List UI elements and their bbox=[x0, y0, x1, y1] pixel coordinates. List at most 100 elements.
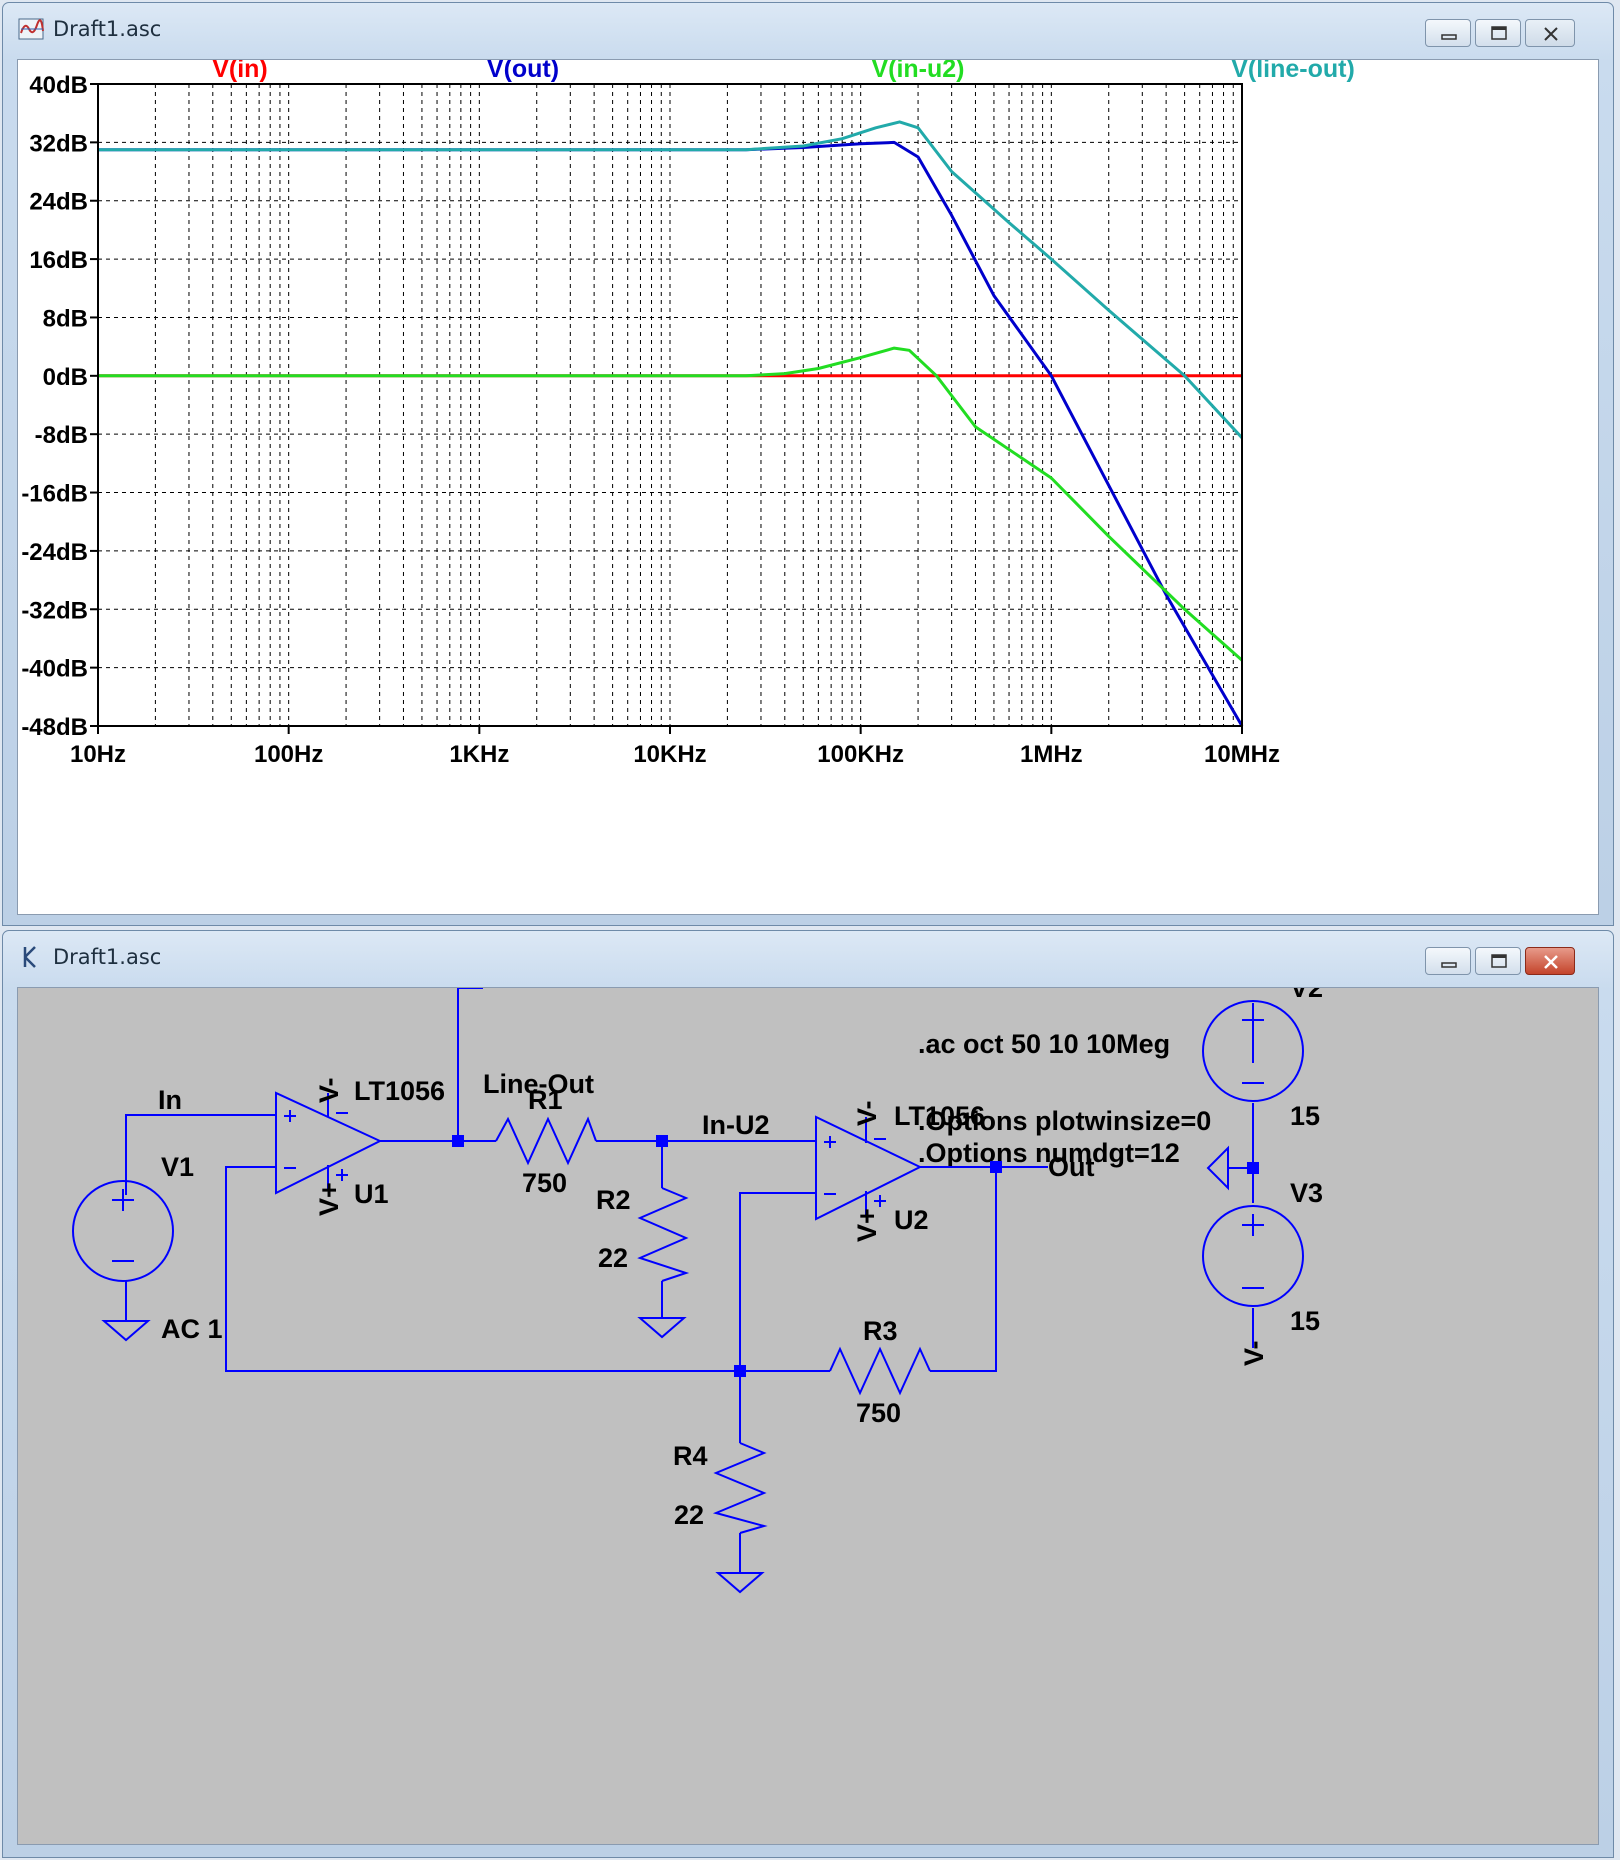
schematic-icon bbox=[23, 946, 36, 968]
v3-name[interactable]: V3 bbox=[1290, 1178, 1323, 1208]
plot-window-title: Draft1.asc bbox=[53, 17, 162, 41]
u1-name[interactable]: U1 bbox=[354, 1179, 389, 1209]
r2-name[interactable]: R2 bbox=[596, 1185, 631, 1215]
minimize-button[interactable] bbox=[1425, 947, 1471, 975]
legend-label[interactable]: V(line-out) bbox=[1231, 55, 1355, 83]
u1-model[interactable]: LT1056 bbox=[354, 1076, 445, 1106]
directive-plotwinsize[interactable]: .Options plotwinsize=0 bbox=[918, 1106, 1211, 1136]
x-tick-label: 100Hz bbox=[254, 741, 323, 768]
v2-name[interactable]: V2 bbox=[1290, 973, 1323, 1003]
x-tick-label: 1KHz bbox=[449, 741, 509, 768]
waveform-icon bbox=[18, 18, 44, 40]
v1-name[interactable]: V1 bbox=[161, 1152, 194, 1182]
u2-plus-sign bbox=[824, 1136, 836, 1148]
junction-supply-mid bbox=[1247, 1162, 1259, 1174]
v3-value[interactable]: 15 bbox=[1290, 1306, 1320, 1336]
legend-label[interactable]: V(in-u2) bbox=[871, 55, 964, 83]
trace-vline-out[interactable] bbox=[98, 120, 1244, 439]
chart-legend: V(in) V(out) V(in-u2) V(line-out) bbox=[212, 55, 1355, 83]
chart-grid bbox=[98, 84, 1242, 726]
u2-model[interactable]: LT1056 bbox=[894, 1101, 985, 1131]
y-tick-label: 8dB bbox=[43, 305, 88, 332]
maximize-icon bbox=[1491, 26, 1507, 40]
minimize-button[interactable] bbox=[1425, 19, 1471, 47]
maximize-button[interactable] bbox=[1475, 19, 1521, 47]
maximize-icon bbox=[1491, 954, 1507, 968]
schematic-window-title: Draft1.asc bbox=[53, 945, 162, 969]
r4-name[interactable]: R4 bbox=[673, 1441, 708, 1471]
u1-vminus-label: V- bbox=[314, 1077, 344, 1103]
junction-line-out bbox=[452, 1135, 464, 1147]
plot-title-bar[interactable]: Draft1.asc bbox=[3, 3, 1613, 59]
r2-value[interactable]: 22 bbox=[598, 1243, 628, 1273]
u2-name[interactable]: U2 bbox=[894, 1205, 929, 1235]
r1-value[interactable]: 750 bbox=[522, 1168, 567, 1198]
wires[interactable] bbox=[72, 987, 1304, 1594]
net-label-out[interactable]: Out bbox=[1048, 1152, 1095, 1182]
y-tick-label: -48dB bbox=[21, 714, 88, 741]
resistor-r4 bbox=[712, 1442, 768, 1534]
net-label-in-u2[interactable]: In-U2 bbox=[702, 1110, 770, 1140]
y-tick-label: 24dB bbox=[29, 189, 88, 216]
x-tick-label: 1MHz bbox=[1020, 741, 1083, 768]
close-icon bbox=[1544, 955, 1558, 969]
v3-vminus-label: V- bbox=[1239, 1340, 1269, 1366]
resistor-r2 bbox=[637, 1187, 690, 1282]
x-tick-label: 10Hz bbox=[70, 741, 126, 768]
close-button[interactable] bbox=[1525, 947, 1575, 975]
bode-chart[interactable]: 40dB 32dB 24dB 16dB 8dB 0dB -8dB -16dB -24dB -32d… bbox=[18, 55, 1600, 914]
minimize-icon bbox=[1441, 34, 1457, 40]
waveform-plot-pane[interactable]: 40dB 32dB 24dB 16dB 8dB 0dB -8dB -16dB -24dB -32d… bbox=[17, 55, 1600, 915]
y-tick-label: -40dB bbox=[21, 656, 88, 683]
junction-in-u2 bbox=[656, 1135, 668, 1147]
wire-u2-minus bbox=[739, 1192, 816, 1443]
net-label-in[interactable]: In bbox=[158, 1085, 182, 1115]
r3-value[interactable]: 750 bbox=[856, 1398, 901, 1428]
ground-r4 bbox=[715, 1572, 765, 1594]
resistor-r1 bbox=[495, 1116, 597, 1166]
r1-name[interactable]: R1 bbox=[528, 1085, 563, 1115]
schematic-drawing[interactable]: .ac oct 50 10 10Meg .Options plotwinsize… bbox=[18, 926, 1600, 1844]
v2-plus-sign bbox=[1242, 1009, 1264, 1031]
source-v2 bbox=[1202, 1000, 1304, 1102]
u2-vplus-sign bbox=[874, 1195, 886, 1207]
u2-vminus-label: V- bbox=[852, 1100, 882, 1126]
source-v1 bbox=[72, 1180, 174, 1282]
r3-name[interactable]: R3 bbox=[863, 1316, 898, 1346]
net-label-line-out[interactable]: Line-Out bbox=[483, 1069, 594, 1099]
junction-feedback bbox=[734, 1365, 746, 1377]
schematic-title-bar[interactable]: Draft1.asc bbox=[3, 931, 1613, 987]
x-tick-label: 10KHz bbox=[633, 741, 706, 768]
u1-vplus-sign bbox=[336, 1169, 348, 1181]
legend-label[interactable]: V(out) bbox=[487, 55, 559, 83]
v2-value[interactable]: 15 bbox=[1290, 1101, 1320, 1131]
directive-numdgt[interactable]: .Options numdgt=12 bbox=[918, 1138, 1180, 1168]
schematic-canvas[interactable]: .ac oct 50 10 10Meg .Options plotwinsize… bbox=[17, 926, 1600, 1845]
ground-supply bbox=[1206, 1145, 1229, 1191]
y-tick-label: -8dB bbox=[35, 422, 88, 449]
directive-ac[interactable]: .ac oct 50 10 10Meg bbox=[918, 1029, 1170, 1059]
v1-value[interactable]: AC 1 bbox=[161, 1314, 223, 1344]
r4-value[interactable]: 22 bbox=[674, 1500, 704, 1530]
trace-vin-u2[interactable] bbox=[98, 346, 1243, 662]
y-tick-label: 40dB bbox=[29, 72, 88, 99]
close-button[interactable] bbox=[1525, 19, 1575, 47]
schematic-window[interactable]: Draft1.asc .ac oct 50 10 10Meg .Options … bbox=[2, 926, 1614, 1858]
maximize-button[interactable] bbox=[1475, 947, 1521, 975]
ground-v1 bbox=[101, 1320, 151, 1342]
y-tick-label: 0dB bbox=[43, 364, 88, 391]
wire-line-out bbox=[457, 987, 483, 1141]
u1-plus-sign bbox=[284, 1110, 296, 1122]
junction-out bbox=[990, 1161, 1002, 1173]
close-icon bbox=[1544, 27, 1558, 41]
y-tick-label: -32dB bbox=[21, 597, 88, 624]
plot-window[interactable]: Draft1.asc 40dB 32dB 24dB 16dB 8dB 0dB -8dB -16… bbox=[2, 2, 1614, 926]
u2-vplus-label: V+ bbox=[852, 1208, 882, 1242]
x-tick-label: 100KHz bbox=[817, 741, 904, 768]
y-tick-label: 16dB bbox=[29, 247, 88, 274]
legend-label[interactable]: V(in) bbox=[212, 55, 268, 83]
y-tick-label: -16dB bbox=[21, 481, 88, 508]
chart-traces bbox=[98, 120, 1244, 727]
x-tick-label: 10MHz bbox=[1204, 741, 1280, 768]
minimize-icon bbox=[1441, 962, 1457, 968]
